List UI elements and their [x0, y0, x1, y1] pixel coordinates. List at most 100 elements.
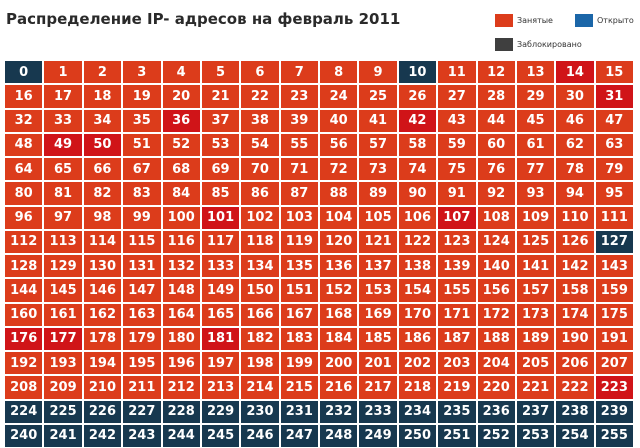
- ip-cell-140: 140: [477, 255, 515, 278]
- ip-cell-163: 163: [123, 303, 161, 326]
- ip-cell-26: 26: [398, 85, 437, 108]
- ip-cell-166: 166: [241, 303, 279, 326]
- ip-cell-238: 238: [556, 400, 594, 423]
- ip-cell-171: 171: [438, 303, 476, 326]
- ip-cell-221: 221: [516, 376, 555, 399]
- ip-cell-226: 226: [83, 400, 122, 423]
- ip-cell-151: 151: [280, 279, 318, 302]
- ip-cell-212: 212: [162, 376, 200, 399]
- ip-cell-169: 169: [359, 303, 397, 326]
- ip-cell-185: 185: [359, 327, 397, 350]
- ip-cell-7: 7: [280, 61, 318, 84]
- ip-cell-141: 141: [516, 255, 555, 278]
- ip-cell-69: 69: [201, 158, 240, 181]
- ip-cell-16: 16: [5, 85, 43, 108]
- ip-cell-115: 115: [123, 230, 161, 253]
- ip-cell-1: 1: [44, 61, 82, 84]
- ip-cell-11: 11: [438, 61, 476, 84]
- ip-cell-233: 233: [359, 400, 397, 423]
- ip-cell-80: 80: [5, 182, 43, 205]
- page-title: Распределение IP- адресов на февраль 201…: [6, 10, 401, 28]
- ip-cell-227: 227: [123, 400, 161, 423]
- ip-cell-132: 132: [162, 255, 200, 278]
- ip-cell-123: 123: [438, 230, 476, 253]
- ip-cell-168: 168: [320, 303, 358, 326]
- legend-occupied-label: Занятые: [517, 16, 553, 25]
- ip-cell-145: 145: [44, 279, 82, 302]
- ip-cell-118: 118: [241, 230, 279, 253]
- legend-blocked-swatch: [495, 38, 513, 51]
- ip-cell-49: 49: [44, 133, 82, 156]
- ip-cell-41: 41: [359, 109, 397, 132]
- ip-cell-43: 43: [438, 109, 476, 132]
- ip-cell-243: 243: [123, 424, 161, 447]
- ip-cell-63: 63: [595, 133, 633, 156]
- ip-cell-176: 176: [5, 327, 43, 350]
- ip-cell-31: 31: [595, 85, 633, 108]
- ip-cell-27: 27: [438, 85, 476, 108]
- legend-occupied: Занятые: [495, 14, 553, 27]
- ip-cell-55: 55: [280, 133, 318, 156]
- ip-cell-197: 197: [201, 352, 240, 375]
- ip-cell-4: 4: [162, 61, 200, 84]
- ip-cell-177: 177: [44, 327, 82, 350]
- ip-cell-232: 232: [320, 400, 358, 423]
- ip-cell-162: 162: [83, 303, 122, 326]
- ip-cell-96: 96: [5, 206, 43, 229]
- ip-cell-136: 136: [320, 255, 358, 278]
- ip-cell-3: 3: [123, 61, 161, 84]
- ip-cell-240: 240: [5, 424, 43, 447]
- ip-cell-154: 154: [398, 279, 437, 302]
- ip-cell-30: 30: [556, 85, 594, 108]
- ip-cell-79: 79: [595, 158, 633, 181]
- ip-cell-121: 121: [359, 230, 397, 253]
- ip-cell-175: 175: [595, 303, 633, 326]
- ip-cell-2: 2: [83, 61, 122, 84]
- ip-cell-250: 250: [398, 424, 437, 447]
- ip-cell-230: 230: [241, 400, 279, 423]
- ip-cell-208: 208: [5, 376, 43, 399]
- ip-cell-19: 19: [123, 85, 161, 108]
- ip-cell-65: 65: [44, 158, 82, 181]
- ip-cell-8: 8: [320, 61, 358, 84]
- ip-cell-155: 155: [438, 279, 476, 302]
- legend-occupied-swatch: [495, 14, 513, 27]
- ip-cell-200: 200: [320, 352, 358, 375]
- ip-cell-23: 23: [280, 85, 318, 108]
- ip-cell-53: 53: [201, 133, 240, 156]
- ip-cell-195: 195: [123, 352, 161, 375]
- ip-cell-131: 131: [123, 255, 161, 278]
- ip-cell-146: 146: [83, 279, 122, 302]
- ip-cell-22: 22: [241, 85, 279, 108]
- ip-cell-47: 47: [595, 109, 633, 132]
- ip-cell-102: 102: [241, 206, 279, 229]
- ip-cell-117: 117: [201, 230, 240, 253]
- ip-cell-206: 206: [556, 352, 594, 375]
- ip-cell-124: 124: [477, 230, 515, 253]
- ip-cell-84: 84: [162, 182, 200, 205]
- ip-cell-21: 21: [201, 85, 240, 108]
- ip-cell-120: 120: [320, 230, 358, 253]
- ip-cell-228: 228: [162, 400, 200, 423]
- ip-cell-58: 58: [398, 133, 437, 156]
- ip-cell-29: 29: [516, 85, 555, 108]
- ip-cell-196: 196: [162, 352, 200, 375]
- ip-cell-172: 172: [477, 303, 515, 326]
- ip-cell-86: 86: [241, 182, 279, 205]
- ip-cell-108: 108: [477, 206, 515, 229]
- ip-cell-40: 40: [320, 109, 358, 132]
- ip-cell-15: 15: [595, 61, 633, 84]
- ip-cell-83: 83: [123, 182, 161, 205]
- ip-cell-78: 78: [556, 158, 594, 181]
- ip-address-grid: 0 1 2 3 4 5 6 7 8 9 10 11 12 13 14 15 16 17 18 19 20 21 22 23 24…: [5, 61, 633, 447]
- ip-cell-213: 213: [201, 376, 240, 399]
- ip-cell-61: 61: [516, 133, 555, 156]
- ip-cell-215: 215: [280, 376, 318, 399]
- ip-cell-13: 13: [516, 61, 555, 84]
- ip-cell-160: 160: [5, 303, 43, 326]
- ip-cell-114: 114: [83, 230, 122, 253]
- ip-cell-9: 9: [359, 61, 397, 84]
- ip-cell-57: 57: [359, 133, 397, 156]
- ip-cell-153: 153: [359, 279, 397, 302]
- ip-cell-252: 252: [477, 424, 515, 447]
